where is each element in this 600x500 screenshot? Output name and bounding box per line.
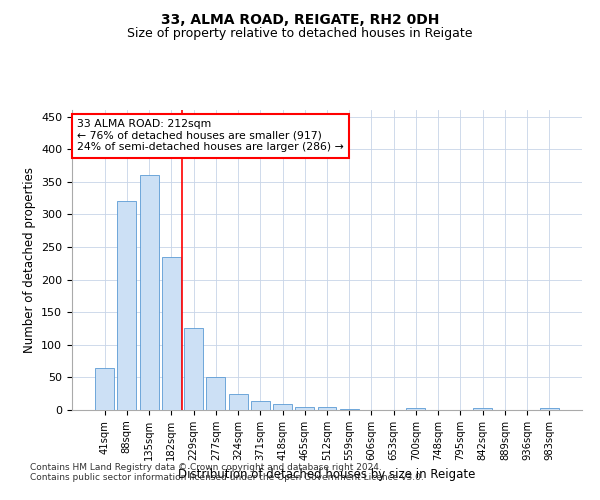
Bar (118, 202, 136, 410)
Bar (317, 408, 337, 410)
Text: Size of property relative to detached houses in Reigate: Size of property relative to detached ho… (127, 28, 473, 40)
Bar (229, 394, 248, 410)
Text: Contains public sector information licensed under the Open Government Licence v3: Contains public sector information licen… (30, 474, 424, 482)
Bar (273, 404, 292, 410)
Y-axis label: Number of detached properties: Number of detached properties (23, 167, 35, 353)
Bar (184, 328, 203, 410)
Text: 33 ALMA ROAD: 212sqm
← 76% of detached houses are smaller (917)
24% of semi-deta: 33 ALMA ROAD: 212sqm ← 76% of detached h… (77, 119, 344, 152)
Bar (140, 175, 158, 410)
Bar (540, 408, 559, 410)
Bar (406, 408, 425, 410)
Bar (295, 406, 314, 410)
Bar (206, 378, 225, 410)
Bar (95, 368, 114, 410)
Bar (162, 258, 181, 410)
Bar (473, 408, 492, 410)
Text: Contains HM Land Registry data © Crown copyright and database right 2024.: Contains HM Land Registry data © Crown c… (30, 464, 382, 472)
Text: 33, ALMA ROAD, REIGATE, RH2 0DH: 33, ALMA ROAD, REIGATE, RH2 0DH (161, 12, 439, 26)
Bar (251, 401, 270, 410)
X-axis label: Distribution of detached houses by size in Reigate: Distribution of detached houses by size … (178, 468, 476, 481)
